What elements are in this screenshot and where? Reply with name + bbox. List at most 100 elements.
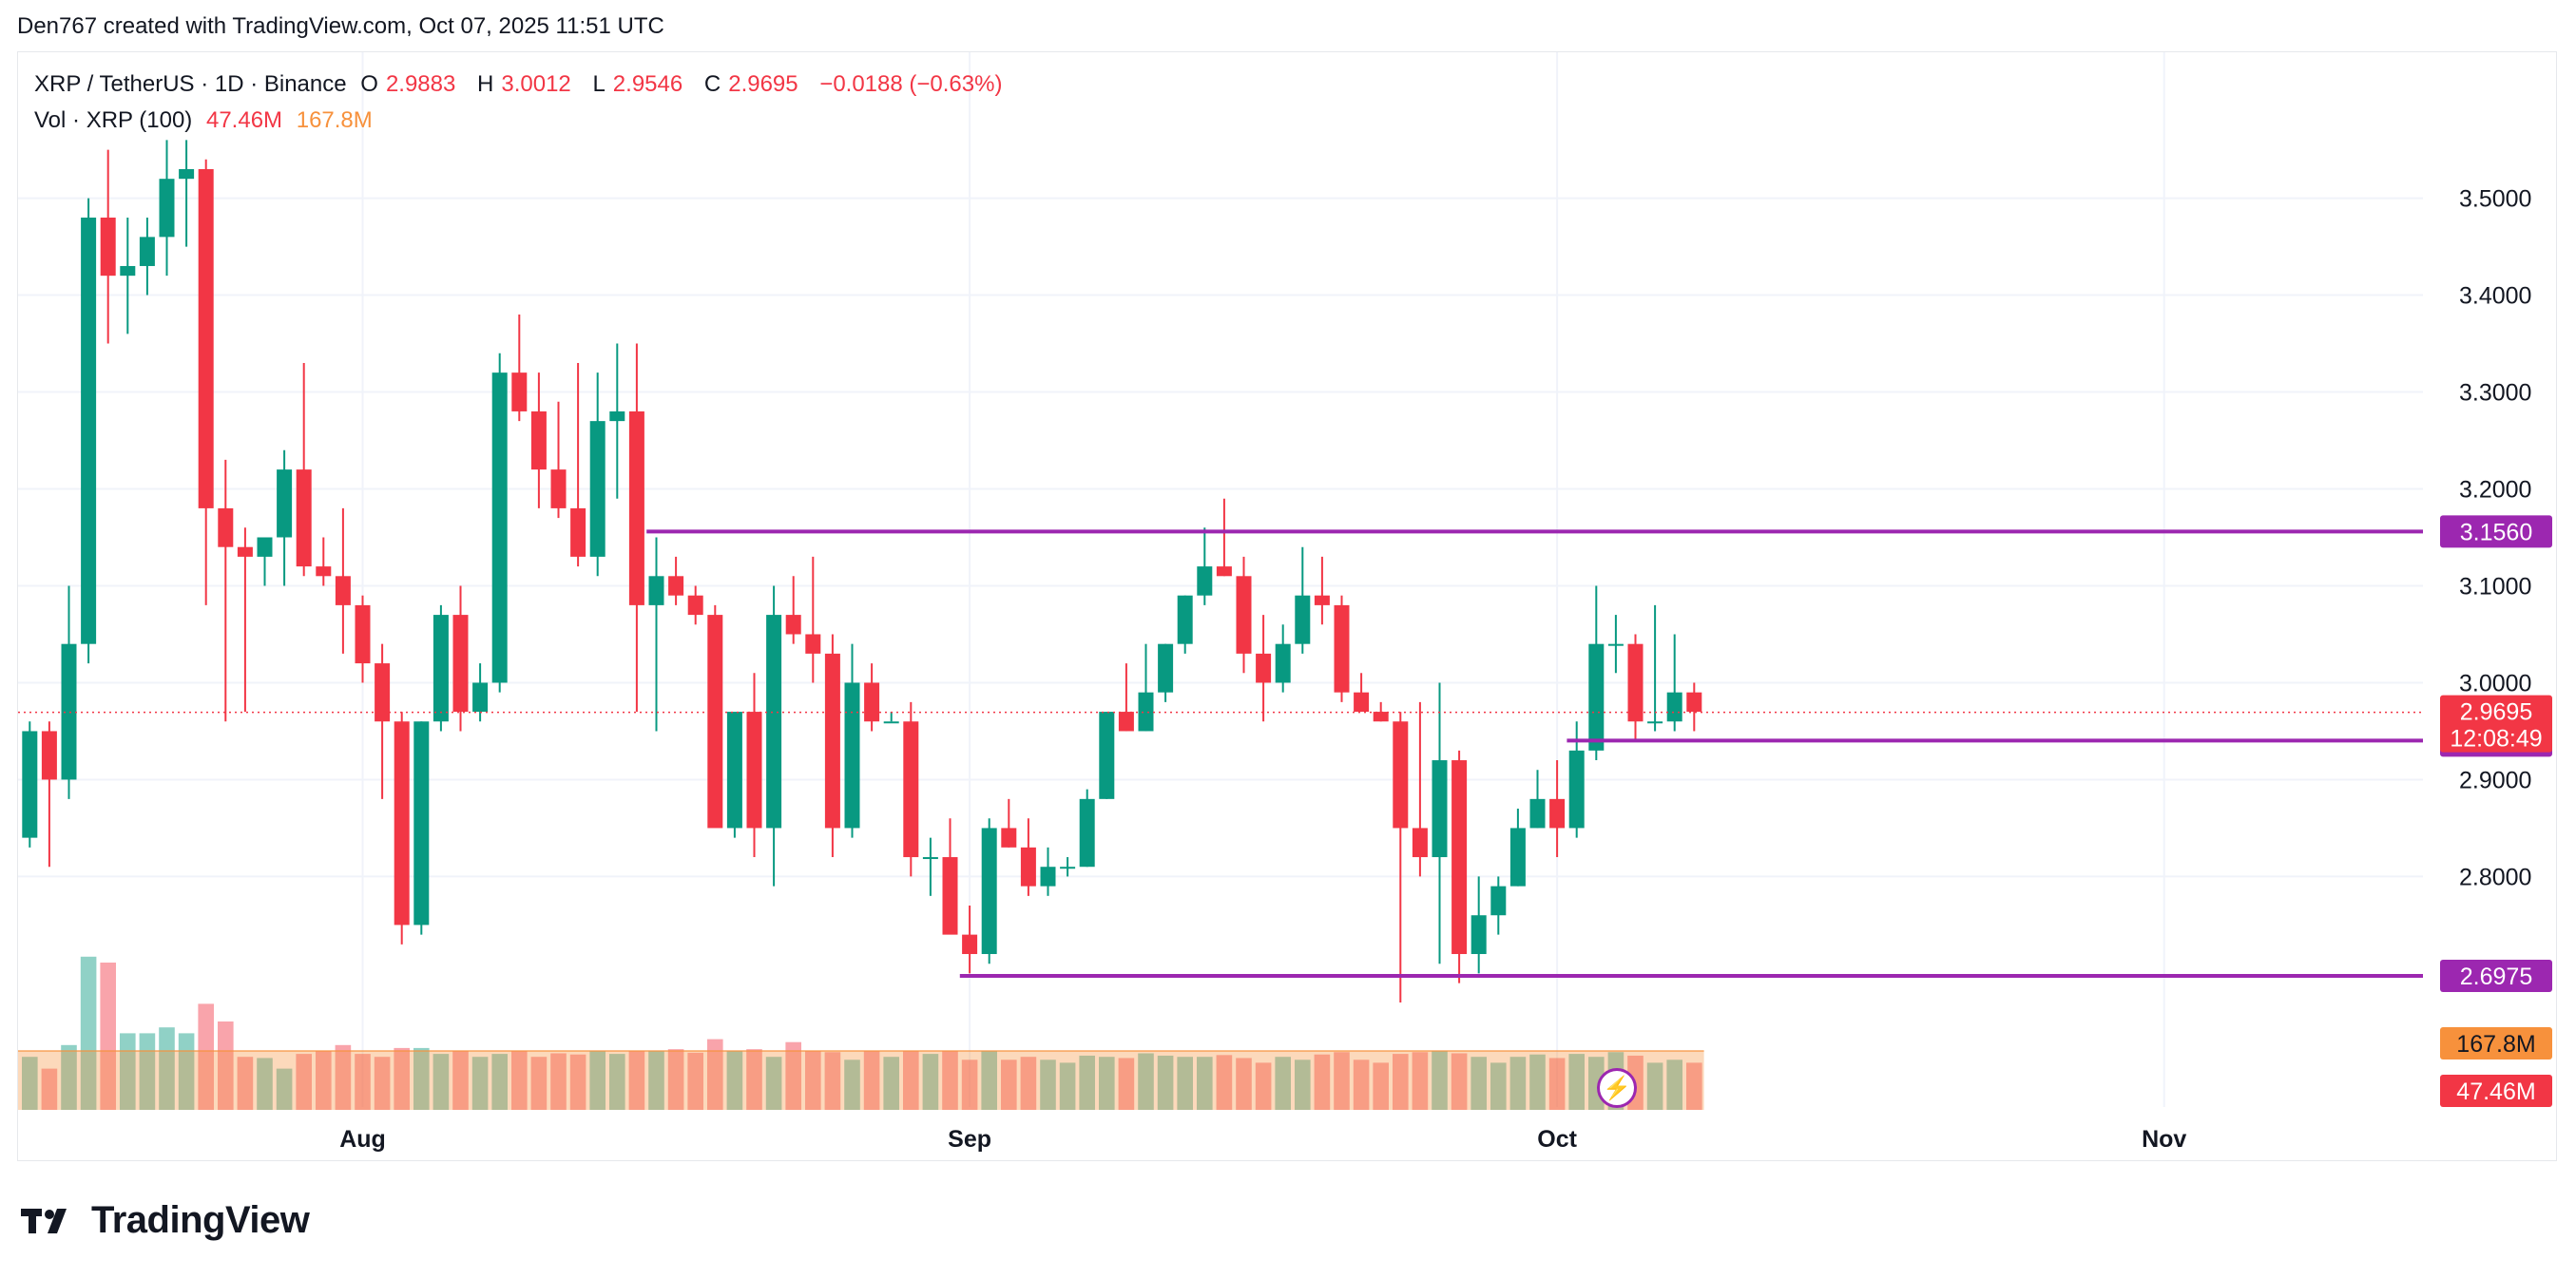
candle-body[interactable]	[1275, 643, 1291, 683]
candle-body[interactable]	[139, 237, 155, 266]
candle-body[interactable]	[805, 634, 821, 654]
candle-body[interactable]	[22, 731, 38, 838]
candle-body[interactable]	[922, 857, 938, 860]
candle-body[interactable]	[824, 653, 840, 829]
candle-body[interactable]	[1588, 643, 1605, 751]
candle-body[interactable]	[1568, 750, 1585, 829]
candle-body[interactable]	[746, 712, 762, 829]
candle-body[interactable]	[237, 546, 253, 557]
candle-body[interactable]	[1471, 915, 1487, 955]
candle-body[interactable]	[375, 663, 391, 722]
candle-body[interactable]	[1354, 692, 1370, 713]
candle-body[interactable]	[61, 643, 77, 780]
candle-body[interactable]	[1236, 576, 1252, 654]
candle-body[interactable]	[942, 857, 958, 935]
candle-body[interactable]	[589, 421, 606, 557]
candle-body[interactable]	[120, 265, 136, 277]
volume-bar	[1236, 1058, 1252, 1110]
candle-body[interactable]	[1295, 595, 1311, 644]
candle-body[interactable]	[1432, 760, 1448, 858]
candle-body[interactable]	[1099, 712, 1115, 799]
candle-body[interactable]	[198, 168, 214, 508]
candle-body[interactable]	[903, 721, 919, 858]
candle-body[interactable]	[1627, 643, 1644, 722]
candle-body[interactable]	[452, 615, 469, 713]
candle-body[interactable]	[218, 507, 234, 547]
candle-body[interactable]	[628, 410, 644, 605]
candle-body[interactable]	[883, 721, 899, 724]
candle-body[interactable]	[1373, 712, 1389, 722]
candle-body[interactable]	[1607, 643, 1624, 646]
candle-body[interactable]	[864, 682, 880, 722]
candle-body[interactable]	[1138, 692, 1154, 732]
candle-body[interactable]	[1158, 643, 1174, 693]
candle-body[interactable]	[1040, 867, 1056, 887]
candle-body[interactable]	[609, 410, 625, 422]
candle-body[interactable]	[785, 615, 801, 635]
candle-body[interactable]	[1412, 828, 1428, 858]
candle-body[interactable]	[355, 604, 371, 664]
candle-body[interactable]	[1686, 692, 1702, 713]
chart-frame[interactable]: 3.5000 3.4000 3.3000 3.2000 3.1000 3.0000 2.90…	[17, 51, 2557, 1161]
candle-body[interactable]	[179, 168, 195, 180]
candle-body[interactable]	[511, 372, 528, 411]
candle-body[interactable]	[1060, 867, 1076, 869]
candle-body[interactable]	[257, 537, 273, 557]
candle-body[interactable]	[766, 615, 782, 829]
candle-body[interactable]	[1177, 595, 1193, 644]
candle-body[interactable]	[100, 217, 116, 277]
candle-body[interactable]	[962, 934, 978, 955]
candle-body[interactable]	[1001, 828, 1017, 848]
candle-body[interactable]	[1334, 604, 1350, 693]
lightning-icon[interactable]: ⚡	[1597, 1068, 1637, 1108]
candle-body[interactable]	[1314, 595, 1330, 605]
candle-body[interactable]	[1490, 886, 1507, 916]
volume-bar	[1099, 1057, 1115, 1110]
candle-body[interactable]	[707, 615, 723, 829]
tradingview-logo[interactable]: TradingView	[21, 1199, 310, 1242]
candle-body[interactable]	[413, 721, 430, 926]
volume-bar	[1079, 1055, 1095, 1110]
symbol-label[interactable]: XRP / TetherUS · 1D · Binance	[34, 71, 347, 97]
candle-body[interactable]	[530, 410, 547, 470]
candle-body[interactable]	[1079, 798, 1095, 868]
volume-bar	[413, 1047, 430, 1110]
candlestick-chart[interactable]: 3.5000 3.4000 3.3000 3.2000 3.1000 3.0000 2.90…	[18, 52, 2558, 1162]
candle-body[interactable]	[1451, 760, 1468, 955]
candle-body[interactable]	[296, 469, 312, 567]
candle-body[interactable]	[981, 828, 997, 955]
candle-body[interactable]	[1529, 798, 1546, 829]
candle-body[interactable]	[648, 576, 664, 605]
candle-body[interactable]	[316, 566, 332, 577]
candle-body[interactable]	[159, 179, 175, 238]
candle-body[interactable]	[1647, 721, 1663, 724]
volume-bar	[1451, 1053, 1468, 1110]
level-price-badge: 3.1560	[2460, 519, 2532, 545]
candle-body[interactable]	[1393, 721, 1409, 829]
volume-bar	[1059, 1062, 1076, 1110]
candle-body[interactable]	[41, 731, 57, 780]
candle-body[interactable]	[335, 576, 351, 605]
candle-body[interactable]	[687, 595, 703, 616]
candle-body[interactable]	[433, 615, 449, 722]
candle-body[interactable]	[1216, 566, 1232, 577]
candle-body[interactable]	[394, 721, 410, 926]
candle-body[interactable]	[570, 507, 586, 557]
volume-label[interactable]: Vol · XRP (100)	[34, 107, 193, 133]
candle-body[interactable]	[1197, 566, 1213, 596]
candle-body[interactable]	[726, 712, 742, 829]
candle-body[interactable]	[1020, 847, 1036, 887]
candle-body[interactable]	[472, 682, 489, 713]
candle-body[interactable]	[491, 372, 508, 683]
candle-body[interactable]	[81, 217, 97, 644]
volume-bar	[433, 1054, 450, 1110]
candle-body[interactable]	[844, 682, 860, 829]
candle-body[interactable]	[1666, 692, 1682, 722]
candle-body[interactable]	[1118, 712, 1134, 732]
candle-body[interactable]	[550, 469, 567, 508]
candle-body[interactable]	[668, 576, 684, 596]
candle-body[interactable]	[277, 469, 293, 538]
candle-body[interactable]	[1509, 828, 1526, 887]
candle-body[interactable]	[1549, 798, 1566, 829]
candle-body[interactable]	[1256, 653, 1272, 683]
